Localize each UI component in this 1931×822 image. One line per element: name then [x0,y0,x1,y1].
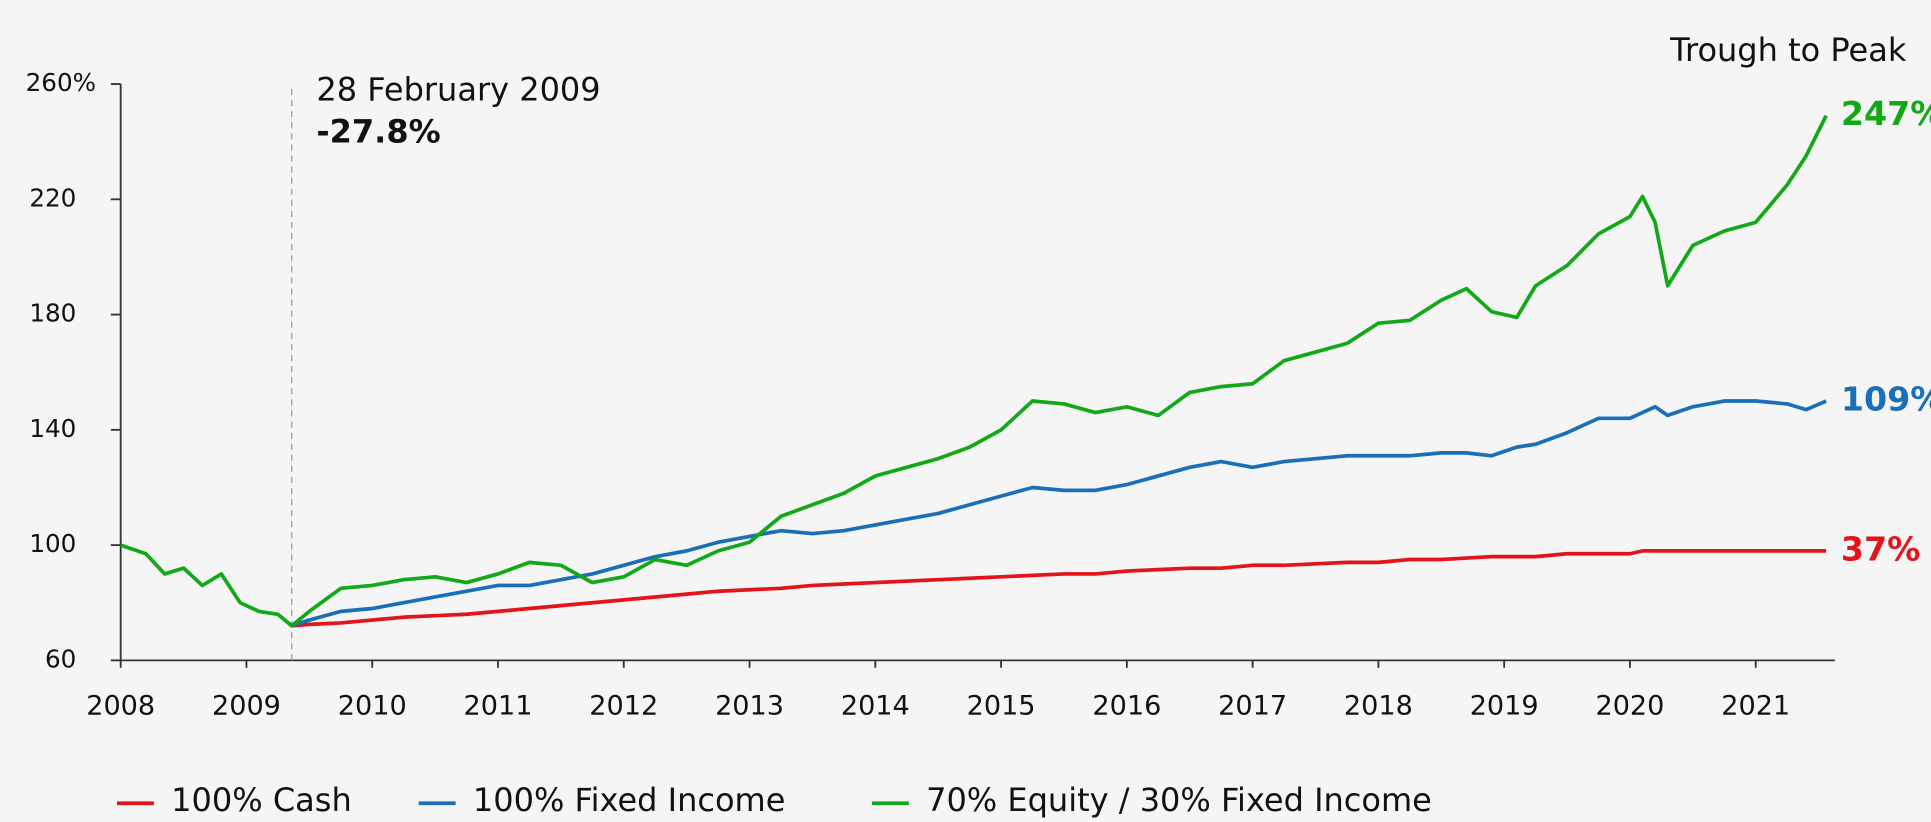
y-tick-label: 260% [26,68,96,97]
series-line [291,549,1827,628]
end-label: 37% [1841,529,1921,568]
end-label: 247% [1841,94,1931,133]
x-tick-label: 2012 [589,691,658,722]
x-tick-label: 2016 [1092,691,1161,722]
y-tick-label: 220 [29,183,76,212]
x-tick-label: 2019 [1470,691,1539,722]
x-tick-label: 2015 [967,691,1036,722]
y-tick-label: 140 [29,414,76,443]
legend-label: 100% Fixed Income [473,781,786,819]
y-tick-label: 100 [29,529,76,558]
legend-label: 100% Cash [171,781,352,819]
x-tick-label: 2014 [841,691,910,722]
x-tick-label: 2013 [715,691,784,722]
series-line [291,399,1827,628]
x-tick-label: 2009 [212,691,281,722]
annotation-date: 28 February 2009 [316,70,600,108]
y-tick-label: 180 [29,299,76,328]
chart-title: Trough to Peak [1669,31,1907,69]
x-tick-label: 2018 [1344,691,1413,722]
annotation-value: -27.8% [316,112,440,150]
x-tick-label: 2020 [1595,691,1664,722]
x-tick-label: 2011 [464,691,533,722]
series-line [120,114,1828,628]
x-tick-label: 2010 [338,691,407,722]
end-label: 109% [1841,380,1931,419]
x-tick-label: 2021 [1721,691,1790,722]
legend-label: 70% Equity / 30% Fixed Income [926,781,1432,819]
x-tick-label: 2017 [1218,691,1287,722]
y-tick-label: 60 [45,644,76,673]
x-tick-label: 2008 [86,691,155,722]
